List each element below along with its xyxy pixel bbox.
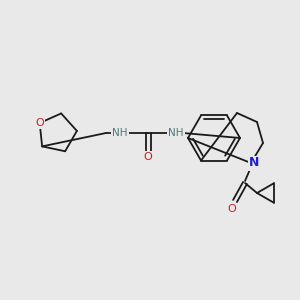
Text: O: O (144, 152, 152, 162)
Text: O: O (35, 118, 44, 128)
Text: O: O (228, 204, 236, 214)
Text: NH: NH (112, 128, 128, 138)
Text: N: N (249, 157, 259, 169)
Text: NH: NH (168, 128, 184, 138)
